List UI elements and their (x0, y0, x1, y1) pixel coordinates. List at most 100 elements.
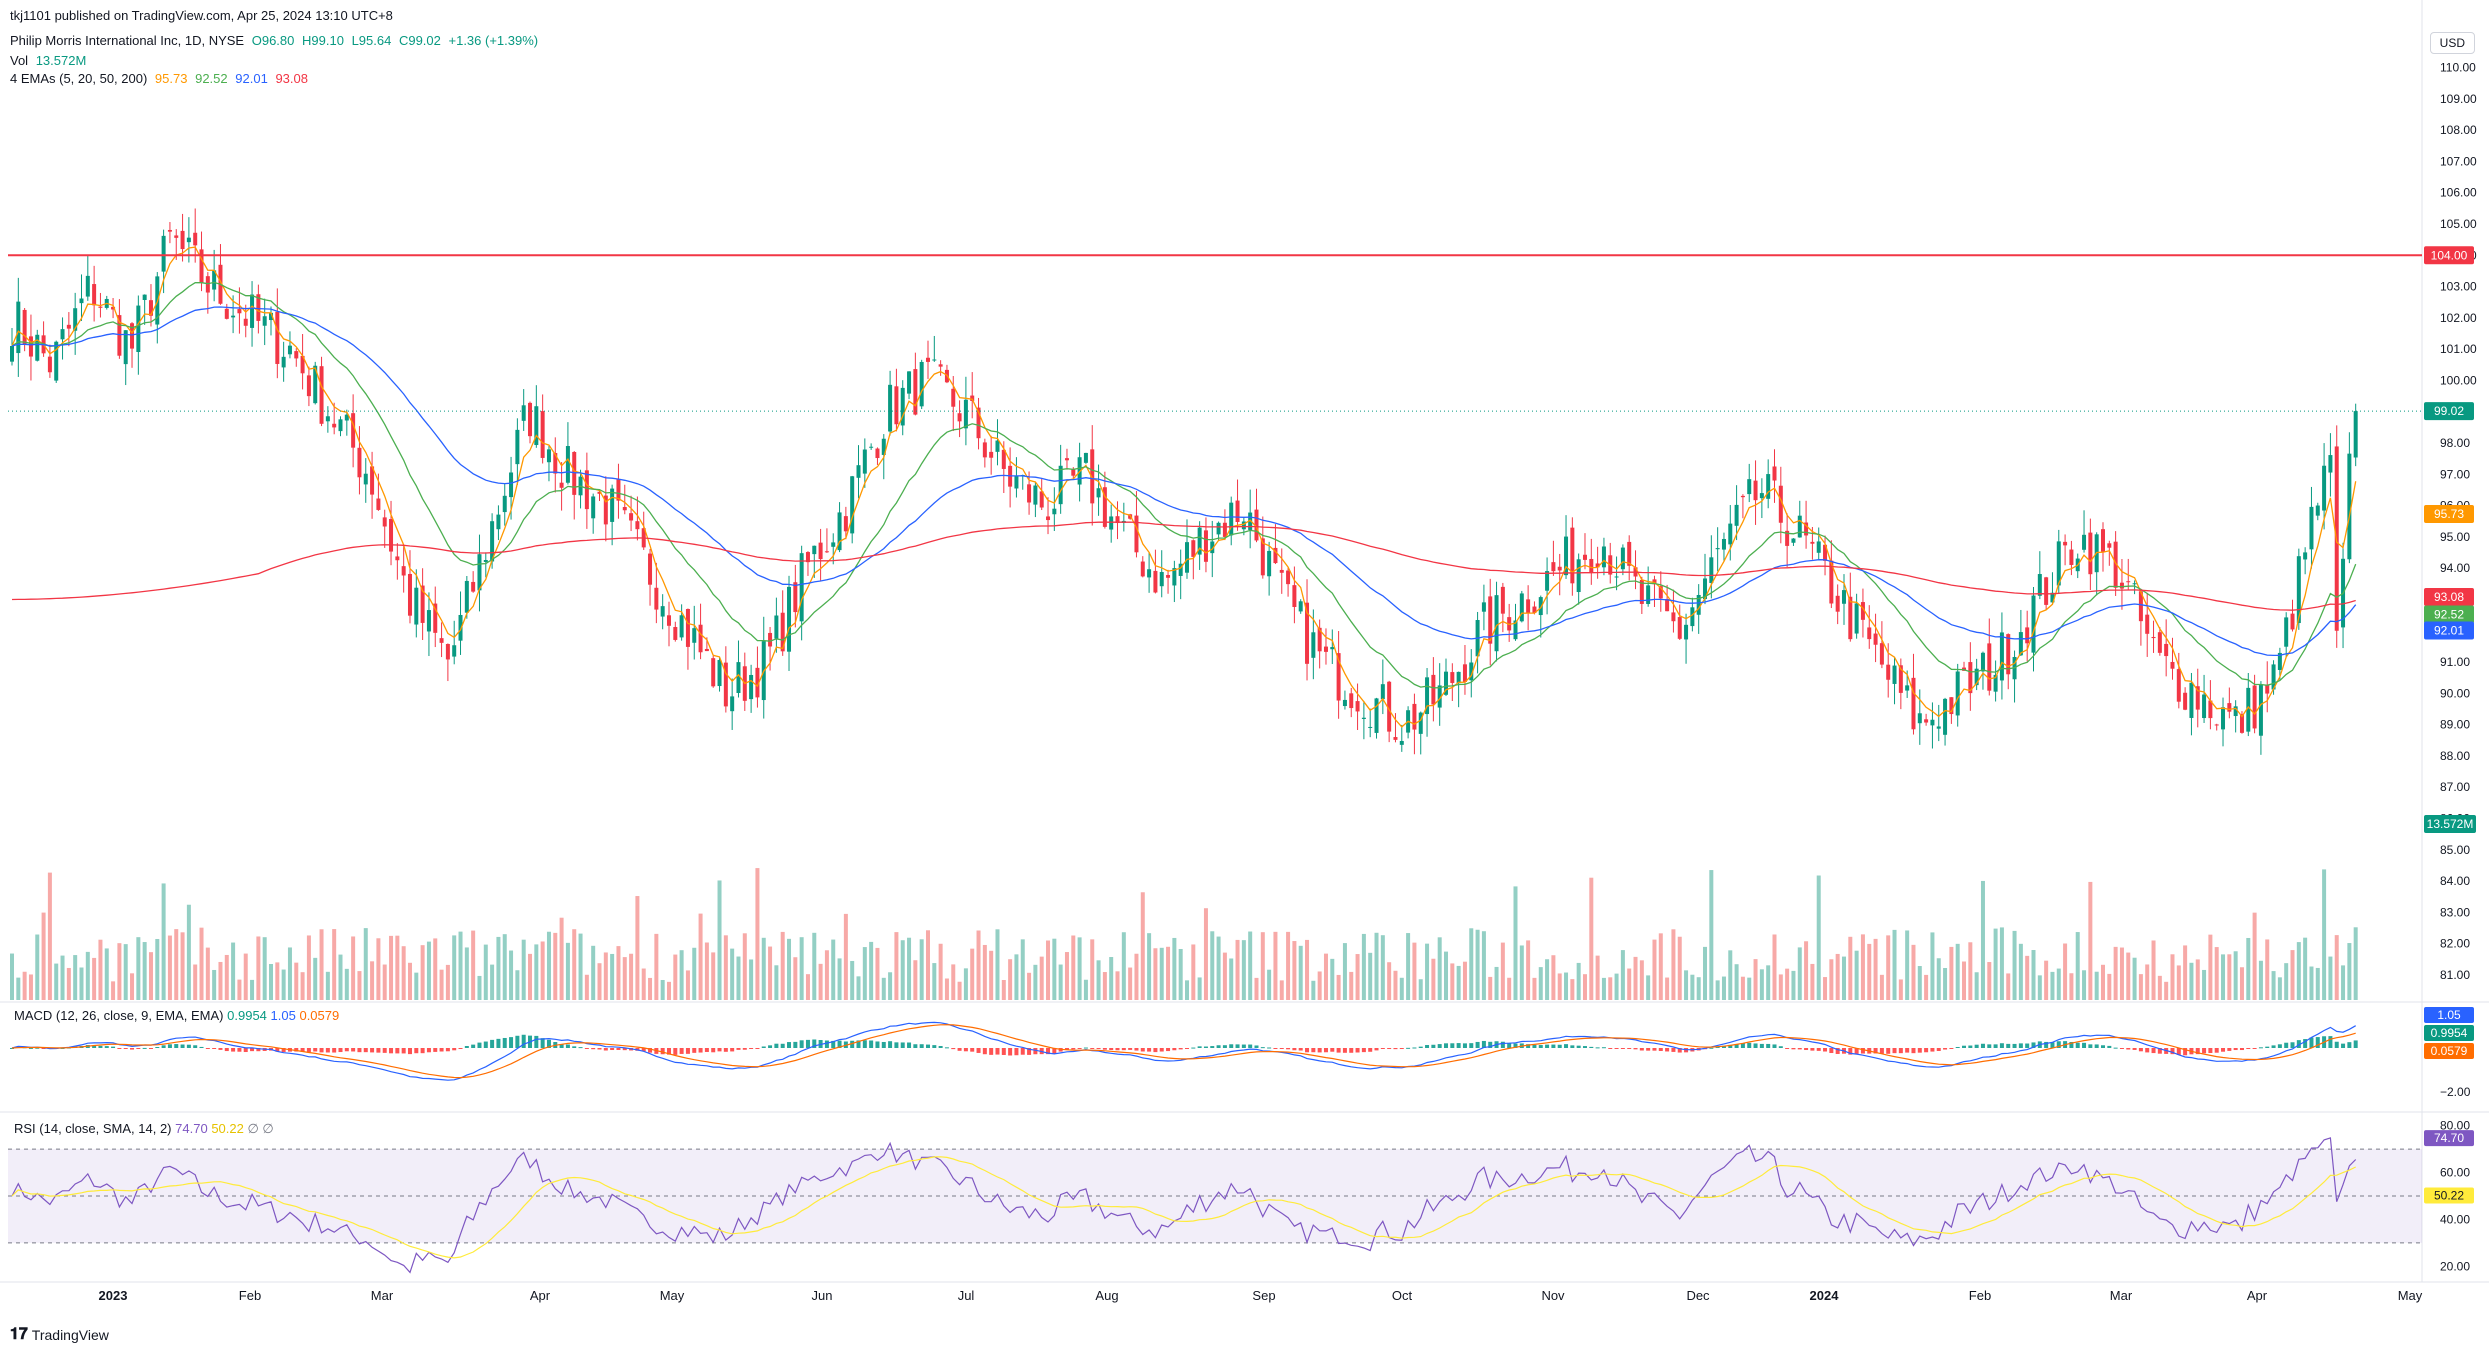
macd-hist-bar (155, 1047, 160, 1049)
macd-hist-bar (1633, 1048, 1638, 1050)
macd-hist-bar (1159, 1048, 1164, 1052)
volume-bar (1968, 942, 1973, 1000)
candle-body (2277, 652, 2282, 670)
candle-body (1545, 571, 1550, 591)
time-tick: Jul (958, 1288, 975, 1303)
candle-body (1614, 576, 1619, 578)
volume-bar (1886, 935, 1891, 1000)
macd-hist-bar (1582, 1046, 1587, 1048)
volume-tag (2424, 815, 2476, 833)
volume-bar (1993, 928, 1998, 1000)
candle-body (1987, 643, 1992, 691)
candle-body (123, 330, 128, 365)
currency-button[interactable]: USD (2429, 32, 2475, 54)
macd-hist-bar (2119, 1048, 2124, 1049)
volume-bar (2271, 971, 2276, 1000)
volume-bar (1620, 950, 1625, 1000)
macd-hist-bar (1286, 1048, 1291, 1050)
macd-signal-value: 0.0579 (299, 1008, 340, 1023)
candle-body (1924, 719, 1929, 723)
macd-hist-bar (1564, 1044, 1569, 1048)
volume-bar (1564, 972, 1569, 1000)
candle-body (546, 449, 551, 463)
candle-body (1538, 597, 1543, 616)
candle-body (275, 311, 280, 364)
macd-hist-bar (2328, 1036, 2333, 1048)
candle-body (199, 249, 204, 283)
macd-hist-bar (1804, 1048, 1809, 1051)
macd-hist-bar (1387, 1048, 1392, 1050)
candle-body (900, 387, 905, 426)
macd-hist-bar (2334, 1041, 2339, 1048)
candle-body (2018, 632, 2023, 656)
macd-hist-bar (28, 1047, 33, 1049)
candle-body (1267, 550, 1272, 577)
candle-body (534, 406, 539, 446)
volume-legend[interactable]: Vol 13.572M (10, 53, 90, 68)
macd-hist-bar (951, 1048, 956, 1050)
volume-bar (2202, 969, 2207, 1000)
price-tick: 83.00 (2440, 905, 2470, 919)
macd-hist-bar (648, 1048, 653, 1053)
macd-hist-bar (2107, 1045, 2112, 1048)
volume-bar (1823, 977, 1828, 1000)
volume-bar (1305, 939, 1310, 1000)
volume-bar (768, 946, 773, 1000)
macd-hist-bar (1797, 1048, 1802, 1050)
volume-bar (41, 912, 46, 1000)
macd-hist-bar (1071, 1048, 1076, 1050)
candle-body (730, 696, 735, 712)
time-tick: Aug (1095, 1288, 1118, 1303)
volume-bar (1159, 947, 1164, 1000)
macd-hist-bar (2088, 1044, 2093, 1048)
ema50-line (11, 306, 2357, 657)
candle-body (723, 662, 728, 707)
volume-bar (370, 961, 375, 1000)
time-tick: Mar (371, 1288, 394, 1303)
volume-bar (2334, 935, 2339, 1000)
volume-bar (679, 950, 684, 1000)
macd-tag-label: 1.05 (2437, 1008, 2461, 1022)
tradingview-footer[interactable]: 𝟏𝟕 TradingView (10, 1326, 109, 1344)
macd-hist-bar (2208, 1048, 2213, 1053)
volume-bar (957, 981, 962, 1000)
volume-bar (698, 913, 703, 1000)
candle-body (1203, 530, 1208, 562)
ema-legend[interactable]: 4 EMAs (5, 20, 50, 200) 95.73 92.52 92.0… (10, 71, 312, 86)
macd-hist-bar (250, 1048, 255, 1052)
volume-bar (578, 933, 583, 1000)
macd-hist-bar (812, 1039, 817, 1048)
candle-body (1898, 665, 1903, 693)
candle-body (1886, 664, 1891, 680)
volume-bar (742, 933, 747, 1000)
macd-hist-bar (622, 1048, 627, 1051)
macd-hist-bar (1557, 1044, 1562, 1048)
price-tick: 109.00 (2440, 92, 2477, 106)
candle-body (755, 667, 760, 698)
candle-body (2063, 541, 2068, 546)
volume-bar (1115, 971, 1120, 1000)
candle-body (1241, 521, 1246, 530)
volume-bar (1608, 977, 1613, 1000)
candle-body (1292, 585, 1297, 607)
volume-bar (363, 928, 368, 1000)
macd-hist-bar (325, 1048, 330, 1053)
volume-bar (395, 935, 400, 1000)
price-tick: 81.00 (2440, 968, 2470, 982)
rsi-legend[interactable]: RSI (14, close, SMA, 14, 2) 74.70 50.22 … (14, 1121, 274, 1137)
macd-hist-bar (2214, 1048, 2219, 1053)
ema20-value: 92.52 (195, 71, 228, 86)
macd-legend[interactable]: MACD (12, 26, close, 9, EMA, EMA) 0.9954… (14, 1008, 339, 1023)
symbol-name[interactable]: Philip Morris International Inc, 1D, NYS… (10, 33, 245, 48)
volume-bar (1203, 908, 1208, 1000)
macd-line (11, 1021, 2356, 1081)
candle-body (1860, 602, 1865, 620)
candle-body (256, 294, 261, 321)
volume-bar (1191, 944, 1196, 1000)
volume-bar (1526, 940, 1531, 1000)
volume-bar (1399, 977, 1404, 1000)
candle-body (2303, 552, 2308, 560)
candle-body (1671, 612, 1676, 622)
volume-bar (869, 941, 874, 1000)
